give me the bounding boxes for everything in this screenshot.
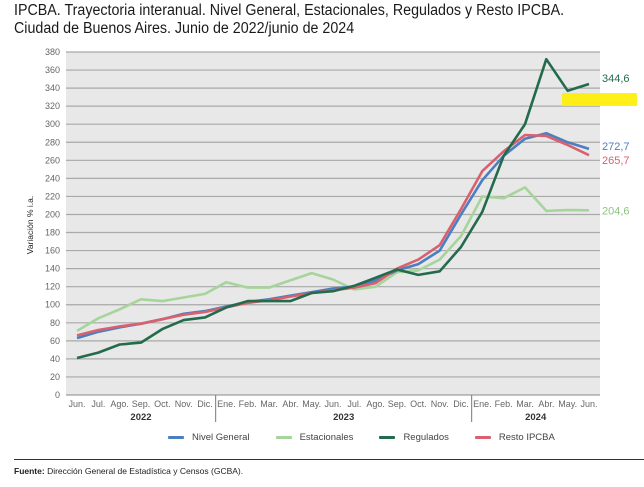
yellow-highlight xyxy=(562,93,637,106)
x-axis-ticks: Jun. Jul. Ago. Sep. Oct. Nov. Dic. Ene. Feb. Mar.… xyxy=(68,395,598,423)
y-tick-label: 60 xyxy=(50,336,60,346)
x-tick-label: Jul. xyxy=(347,399,361,409)
y-tick-label: 240 xyxy=(45,173,60,183)
legend-label: Nivel General xyxy=(192,432,250,443)
x-tick-label: May. xyxy=(558,399,577,409)
y-tick-label: 100 xyxy=(45,300,60,310)
end-value-label: 204,6 xyxy=(602,205,630,217)
year-label: 2022 xyxy=(130,412,151,423)
x-tick-label: Nov. xyxy=(175,399,193,409)
year-label: 2024 xyxy=(525,412,547,423)
line-chart: 0 20 40 60 80 100 120 140 160 180 200 220 240 260 280 3… xyxy=(25,47,637,423)
end-value-label: 265,7 xyxy=(602,155,630,167)
x-tick-label: Dic. xyxy=(453,399,469,409)
x-tick-label: Jun. xyxy=(580,399,597,409)
x-tick-label: May. xyxy=(302,399,321,409)
x-tick-label: Abr. xyxy=(282,399,298,409)
x-tick-label: Sep. xyxy=(388,399,407,409)
end-value-label: 272,7 xyxy=(602,141,630,153)
x-tick-label: Feb. xyxy=(495,399,513,409)
y-tick-label: 120 xyxy=(45,282,60,292)
y-tick-label: 200 xyxy=(45,209,60,219)
source-label: Fuente: xyxy=(14,466,45,476)
series-line-estacionales xyxy=(76,186,590,333)
legend-item: Resto IPCBA xyxy=(474,432,555,443)
y-tick-label: 0 xyxy=(55,390,60,400)
y-tick-label: 80 xyxy=(50,318,60,328)
y-tick-label: 380 xyxy=(45,47,60,57)
y-axis-ticks: 0 20 40 60 80 100 120 140 160 180 200 220 240 260 280 3… xyxy=(45,47,60,400)
plot-background xyxy=(66,52,600,395)
x-tick-label: Ene. xyxy=(473,399,492,409)
y-tick-label: 220 xyxy=(45,191,60,201)
end-value-label: 344,6 xyxy=(602,73,630,85)
legend-label: Regulados xyxy=(403,432,449,443)
divider xyxy=(14,459,644,460)
y-tick-label: 140 xyxy=(45,264,60,274)
x-tick-label: Jul. xyxy=(91,399,105,409)
legend-swatch xyxy=(275,436,292,439)
legend-swatch xyxy=(168,436,184,439)
gridlines xyxy=(66,51,600,396)
x-tick-label: Oct. xyxy=(154,399,171,409)
y-tick-label: 260 xyxy=(45,155,60,165)
legend-item: Estacionales xyxy=(275,432,354,443)
x-tick-label: Abr. xyxy=(538,399,554,409)
year-label: 2023 xyxy=(333,412,354,423)
x-tick-label: Oct. xyxy=(410,399,427,409)
legend-swatch xyxy=(379,436,396,439)
x-tick-label: Sep. xyxy=(132,399,151,409)
y-tick-label: 40 xyxy=(50,354,60,364)
y-tick-label: 180 xyxy=(45,228,60,238)
y-tick-label: 160 xyxy=(45,246,60,256)
legend-swatch xyxy=(474,436,491,439)
x-tick-label: Jun. xyxy=(68,399,85,409)
legend-label: Resto IPCBA xyxy=(498,432,555,443)
legend-item: Regulados xyxy=(379,432,449,443)
source-note: Fuente: Dirección General de Estadística… xyxy=(14,466,243,476)
end-labels: 272,7 204,6 344,6 265,7 xyxy=(602,73,630,217)
x-tick-label: Ago. xyxy=(366,399,385,409)
x-tick-label: Mar. xyxy=(516,399,534,409)
x-tick-label: Feb. xyxy=(239,399,257,409)
x-tick-label: Ene. xyxy=(217,399,236,409)
x-tick-label: Mar. xyxy=(260,399,278,409)
chart-title: IPCBA. Trayectoria interanual. Nivel Gen… xyxy=(14,2,565,37)
y-tick-label: 320 xyxy=(45,101,60,111)
y-tick-label: 300 xyxy=(45,119,60,129)
series-lines xyxy=(76,57,590,360)
series-line-regulados xyxy=(76,57,590,360)
y-tick-label: 360 xyxy=(45,65,60,75)
legend-label: Estacionales xyxy=(299,432,354,443)
y-axis-label: Variación % i.a. xyxy=(25,196,35,254)
x-tick-label: Ago. xyxy=(110,399,129,409)
y-tick-label: 20 xyxy=(50,372,60,382)
x-tick-label: Nov. xyxy=(431,399,449,409)
x-tick-label: Jun. xyxy=(324,399,341,409)
legend-item: Nivel General xyxy=(168,432,250,443)
y-tick-label: 280 xyxy=(45,137,60,147)
source-text: Dirección General de Estadística y Censo… xyxy=(47,466,244,476)
x-tick-label: Dic. xyxy=(197,399,213,409)
y-tick-label: 340 xyxy=(45,83,60,93)
legend: Nivel General Estacionales Regulados Resto … xyxy=(168,432,555,443)
